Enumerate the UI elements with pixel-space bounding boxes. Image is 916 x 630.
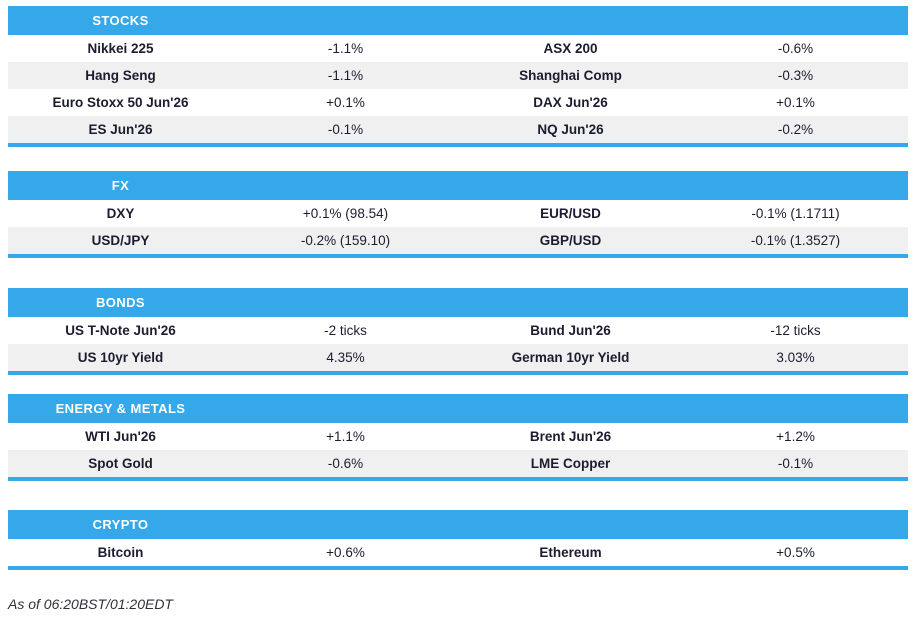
section-title: CRYPTO xyxy=(92,517,149,532)
section-underline xyxy=(8,254,908,258)
instrument-change: -1.1% xyxy=(327,68,364,83)
instrument-name: Spot Gold xyxy=(88,456,153,471)
instrument-name: ASX 200 xyxy=(543,41,598,56)
instrument-change: -0.6% xyxy=(777,41,814,56)
instrument-name: LME Copper xyxy=(530,456,611,471)
instrument-change: -0.2% (159.10) xyxy=(300,233,391,248)
section-underline xyxy=(8,566,908,570)
instrument-name: GBP/USD xyxy=(539,233,602,248)
instrument-change: -0.1% xyxy=(327,122,364,137)
section-underline xyxy=(8,477,908,481)
table-row: Hang Seng -1.1% Shanghai Comp -0.3% xyxy=(8,62,908,89)
section-title: FX xyxy=(111,178,130,193)
instrument-name: Shanghai Comp xyxy=(519,68,622,83)
section-title: ENERGY & METALS xyxy=(55,401,186,416)
instrument-name: Hang Seng xyxy=(85,68,156,83)
table-row: Nikkei 225 -1.1% ASX 200 -0.6% xyxy=(8,35,908,62)
instrument-change: +0.1% xyxy=(776,95,815,110)
instrument-change: +0.1% xyxy=(326,95,365,110)
instrument-change: -0.2% xyxy=(777,122,814,137)
market-summary-table: STOCKS Nikkei 225 -1.1% ASX 200 -0.6% Hang Se… xyxy=(8,6,908,570)
instrument-name: Euro Stoxx 50 Jun'26 xyxy=(52,95,189,110)
instrument-change: -0.1% xyxy=(777,456,814,471)
instrument-name: ES Jun'26 xyxy=(88,122,153,137)
section-header: BONDS xyxy=(8,288,908,317)
instrument-name: DAX Jun'26 xyxy=(533,95,608,110)
instrument-change: -0.1% (1.1711) xyxy=(751,206,840,221)
section-fx: FX DXY +0.1% (98.54) EUR/USD -0.1% (1.1711) U… xyxy=(8,171,908,258)
section-bonds: BONDS US T-Note Jun'26 -2 ticks Bund Jun'26… xyxy=(8,288,908,375)
instrument-name: EUR/USD xyxy=(540,206,601,221)
as-of-timestamp: As of 06:20BST/01:20EDT xyxy=(8,596,173,612)
instrument-change: -0.6% xyxy=(327,456,364,471)
instrument-name: German 10yr Yield xyxy=(511,350,630,365)
instrument-name: Nikkei 225 xyxy=(87,41,154,56)
section-title: STOCKS xyxy=(92,13,149,28)
table-row: US 10yr Yield 4.35% German 10yr Yield 3.03% xyxy=(8,344,908,371)
section-underline xyxy=(8,371,908,375)
table-row: DXY +0.1% (98.54) EUR/USD -0.1% (1.1711) xyxy=(8,200,908,227)
section-header: ENERGY & METALS xyxy=(8,394,908,423)
instrument-name: Bitcoin xyxy=(97,545,144,560)
instrument-change: -0.1% (1.3527) xyxy=(750,233,841,248)
section-crypto: CRYPTO Bitcoin +0.6% Ethereum +0.5% xyxy=(8,510,908,570)
instrument-name: US T-Note Jun'26 xyxy=(65,323,176,338)
instrument-change: 4.35% xyxy=(326,350,365,365)
instrument-name: US 10yr Yield xyxy=(77,350,164,365)
instrument-change: +0.6% xyxy=(326,545,365,560)
instrument-name: DXY xyxy=(106,206,135,221)
instrument-change: -1.1% xyxy=(327,41,364,56)
instrument-change: 3.03% xyxy=(776,350,815,365)
section-header: STOCKS xyxy=(8,6,908,35)
table-row: ES Jun'26 -0.1% NQ Jun'26 -0.2% xyxy=(8,116,908,143)
instrument-change: -2 ticks xyxy=(324,323,367,338)
section-header: FX xyxy=(8,171,908,200)
section-energy-metals: ENERGY & METALS WTI Jun'26 +1.1% Brent Jun'… xyxy=(8,394,908,481)
instrument-change: -12 ticks xyxy=(770,323,821,338)
instrument-change: -0.3% xyxy=(777,68,814,83)
instrument-change: +0.5% xyxy=(776,545,815,560)
instrument-name: Ethereum xyxy=(539,545,602,560)
table-row: Bitcoin +0.6% Ethereum +0.5% xyxy=(8,539,908,566)
table-row: Euro Stoxx 50 Jun'26 +0.1% DAX Jun'26 +0.1% xyxy=(8,89,908,116)
table-row: Spot Gold -0.6% LME Copper -0.1% xyxy=(8,450,908,477)
instrument-name: WTI Jun'26 xyxy=(85,429,156,444)
table-row: USD/JPY -0.2% (159.10) GBP/USD -0.1% (1.352… xyxy=(8,227,908,254)
table-row: WTI Jun'26 +1.1% Brent Jun'26 +1.2% xyxy=(8,423,908,450)
instrument-change: +1.2% xyxy=(776,429,815,444)
instrument-name: Bund Jun'26 xyxy=(530,323,611,338)
instrument-name: USD/JPY xyxy=(91,233,150,248)
section-header: CRYPTO xyxy=(8,510,908,539)
instrument-change: +0.1% (98.54) xyxy=(302,206,389,221)
instrument-name: NQ Jun'26 xyxy=(537,122,604,137)
instrument-change: +1.1% xyxy=(326,429,365,444)
section-title: BONDS xyxy=(96,295,145,310)
table-row: US T-Note Jun'26 -2 ticks Bund Jun'26 -12 t… xyxy=(8,317,908,344)
instrument-name: Brent Jun'26 xyxy=(529,429,612,444)
section-stocks: STOCKS Nikkei 225 -1.1% ASX 200 -0.6% Hang Se… xyxy=(8,6,908,147)
section-underline xyxy=(8,143,908,147)
